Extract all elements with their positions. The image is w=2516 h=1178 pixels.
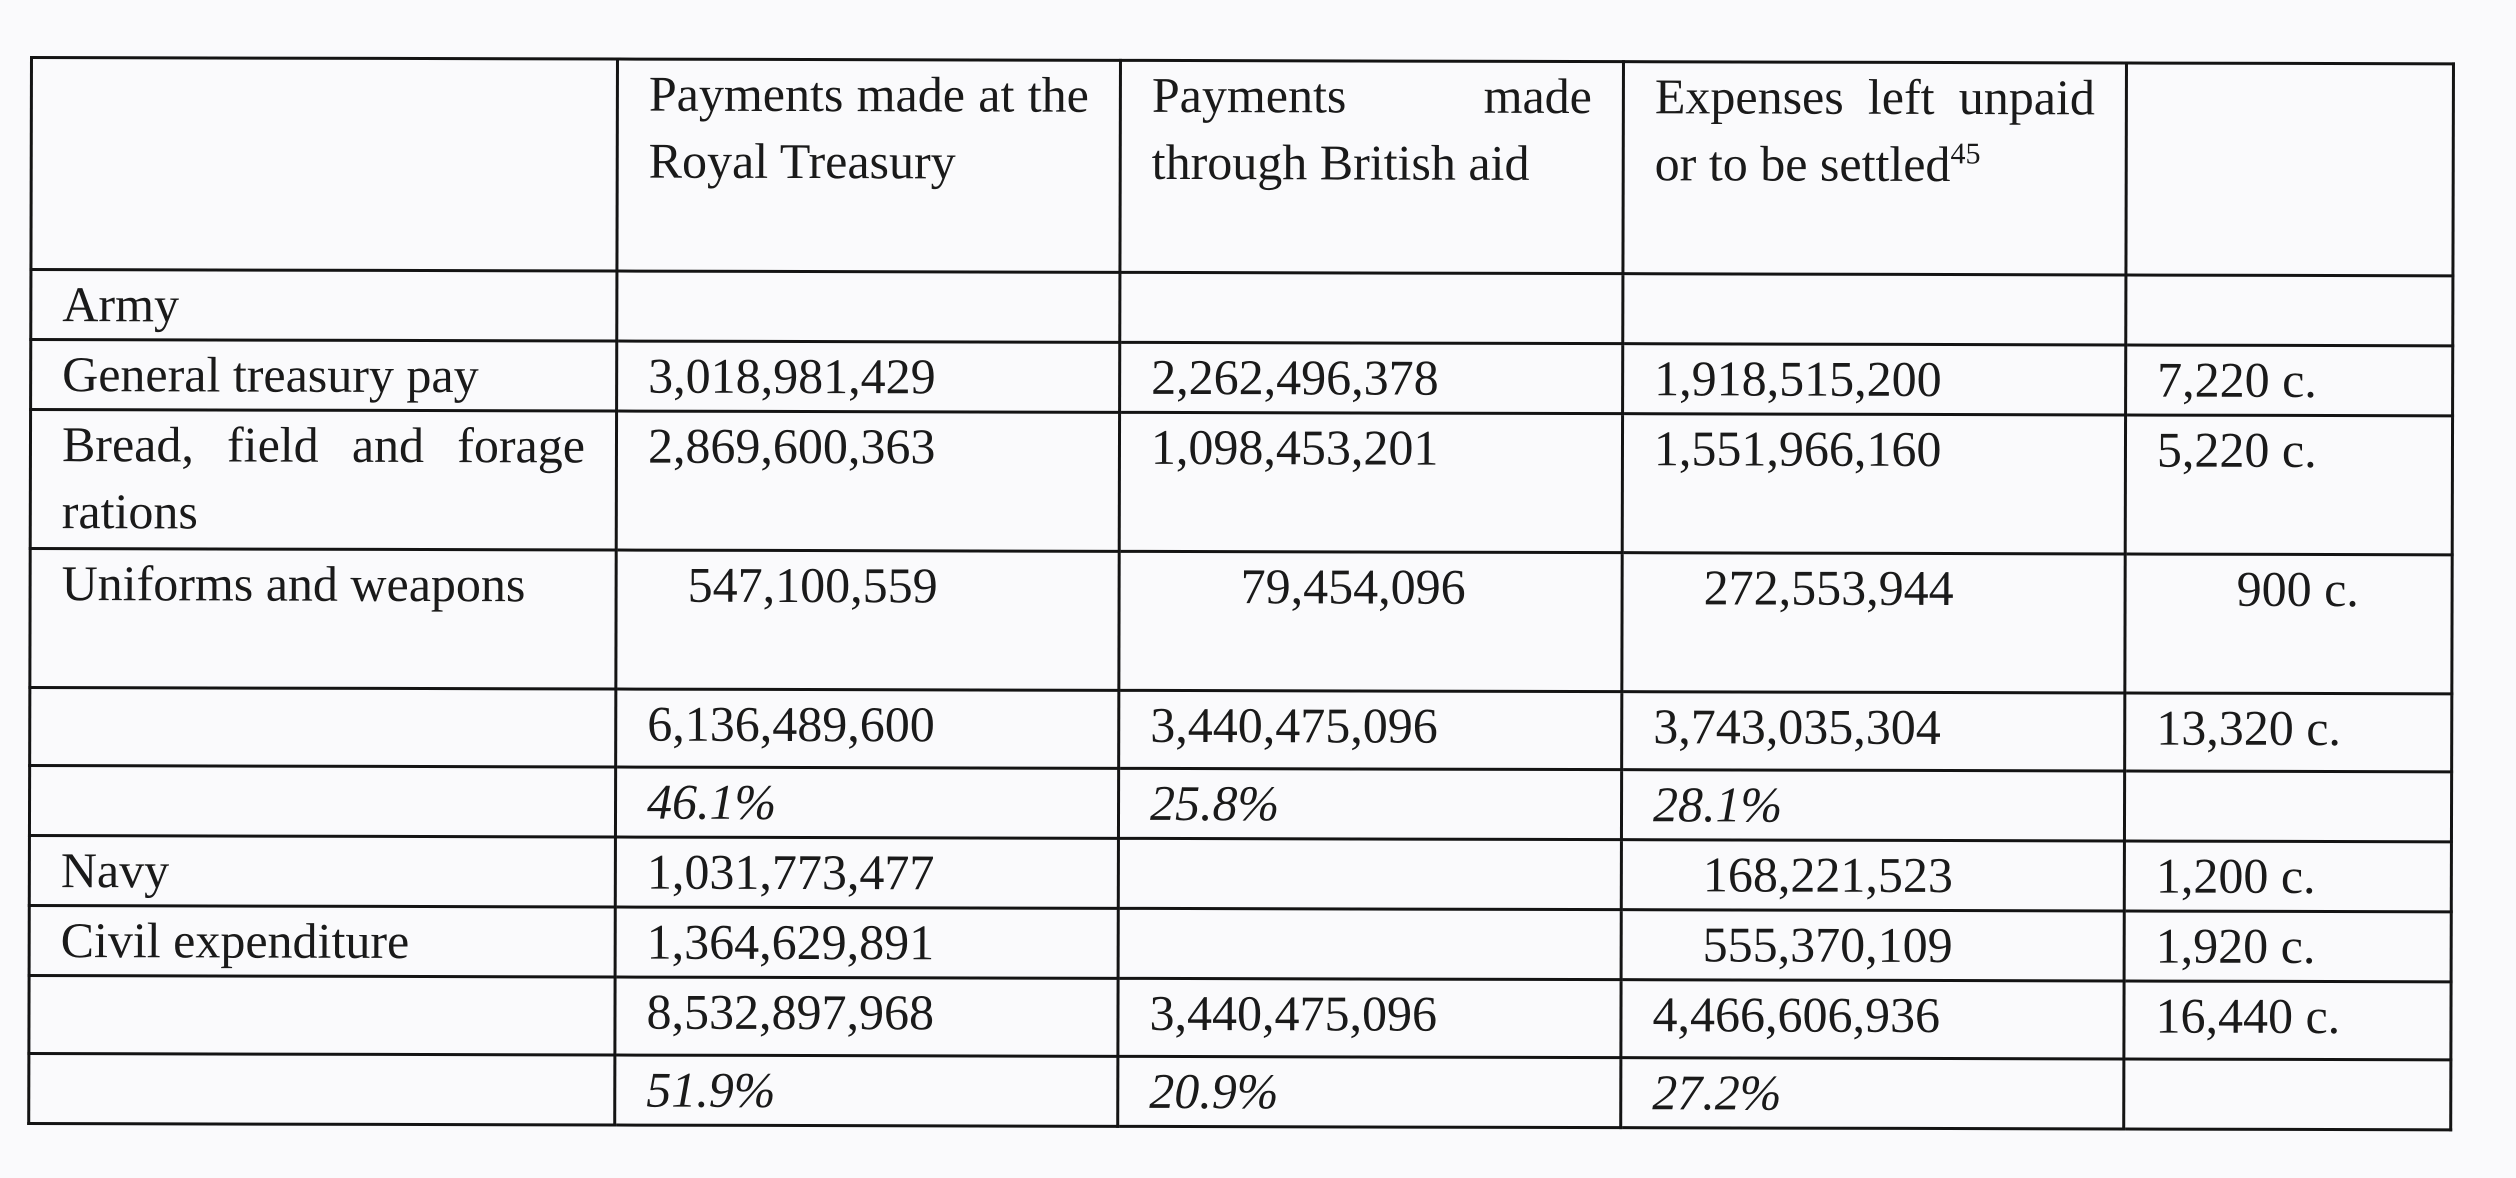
value-royal-treasury: 8,532,897,968	[614, 977, 1119, 1057]
table-row-grand-percent: 51.9% 20.9% 27.2%	[28, 1053, 2451, 1130]
header-row: Payments made at the Royal Treasury Paym…	[30, 57, 2454, 276]
value-british-aid	[1118, 908, 1622, 980]
table-row: Army	[30, 269, 2453, 346]
value-expenses-unpaid: 168,221,523	[1621, 839, 2125, 911]
percent-expenses-unpaid: 28.1%	[1621, 769, 2125, 841]
table-row-army-total: 6,136,489,600 3,440,475,096 3,743,035,30…	[29, 687, 2452, 772]
value-expenses-unpaid: 1,551,966,160	[1622, 413, 2126, 554]
table-row: Uniforms and weapons 547,100,559 79,454,…	[29, 548, 2453, 694]
value-expenses-unpaid: 3,743,035,304	[1621, 691, 2125, 771]
table-row-army-percent: 46.1% 25.8% 28.1%	[29, 765, 2452, 842]
row-label-uniforms-weapons: Uniforms and weapons	[29, 548, 617, 690]
value-expenses-unpaid: 555,370,109	[1621, 909, 2125, 981]
value-expenses-unpaid: 1,918,515,200	[1622, 343, 2126, 415]
table-cell	[2123, 1058, 2451, 1130]
table-cell	[2124, 770, 2452, 842]
table-cell	[29, 687, 616, 768]
header-expenses-unpaid: Expenses left unpaid or to be settled45	[1622, 61, 2127, 275]
value-cases: 13,320 c.	[2124, 692, 2452, 772]
header-expenses-unpaid-text: Expenses left unpaid or to be settled	[1654, 68, 2095, 193]
value-british-aid: 79,454,096	[1118, 551, 1623, 692]
value-cases: 7,220 c.	[2125, 344, 2453, 416]
table-cell	[1622, 273, 2126, 345]
value-cases: 16,440 c.	[2123, 980, 2452, 1060]
row-label-general-treasury-pay: General treasury pay	[30, 339, 617, 412]
value-british-aid: 3,440,475,096	[1117, 978, 1622, 1058]
percent-british-aid: 25.8%	[1118, 768, 1622, 840]
table-row: Bread, field and forage rations 2,869,60…	[30, 409, 2453, 555]
percent-royal-treasury: 51.9%	[614, 1055, 1118, 1127]
table-cell	[28, 1053, 615, 1126]
value-royal-treasury: 1,364,629,891	[615, 907, 1119, 979]
table-row-grand-total: 8,532,897,968 3,440,475,096 4,466,606,93…	[28, 975, 2452, 1060]
value-expenses-unpaid: 4,466,606,936	[1620, 979, 2125, 1059]
row-label-bread-rations: Bread, field and forage rations	[30, 409, 617, 551]
value-royal-treasury: 6,136,489,600	[615, 689, 1119, 769]
table-row: General treasury pay 3,018,981,429 2,262…	[30, 339, 2453, 416]
value-british-aid: 2,262,496,378	[1119, 342, 1623, 414]
value-royal-treasury: 3,018,981,429	[616, 341, 1120, 413]
table-cell	[616, 271, 1120, 343]
value-british-aid	[1118, 838, 1622, 910]
table-row: Civil expenditure 1,364,629,891 555,370,…	[29, 905, 2452, 982]
value-royal-treasury: 2,869,600,363	[616, 411, 1120, 552]
table-row: Navy 1,031,773,477 168,221,523 1,200 c.	[29, 835, 2452, 912]
header-cell-blank	[30, 57, 618, 272]
percent-british-aid: 20.9%	[1117, 1056, 1621, 1128]
value-cases: 1,920 c.	[2124, 910, 2452, 982]
percent-royal-treasury: 46.1%	[615, 767, 1119, 839]
value-british-aid: 1,098,453,201	[1119, 412, 1623, 553]
header-royal-treasury: Payments made at the Royal Treasury	[616, 59, 1121, 273]
expenditure-table: Payments made at the Royal Treasury Paym…	[27, 56, 2455, 1131]
value-royal-treasury: 1,031,773,477	[615, 837, 1119, 909]
table-cell	[29, 765, 616, 838]
row-label-navy: Navy	[29, 835, 616, 908]
header-cell-cases	[2125, 62, 2454, 276]
value-royal-treasury: 547,100,559	[615, 550, 1120, 691]
row-label-civil-expenditure: Civil expenditure	[29, 905, 616, 978]
value-british-aid: 3,440,475,096	[1118, 690, 1622, 770]
value-cases: 900 c.	[2124, 553, 2453, 694]
value-expenses-unpaid: 272,553,944	[1621, 552, 2126, 693]
row-label-army: Army	[30, 269, 617, 342]
value-cases: 1,200 c.	[2124, 840, 2452, 912]
percent-expenses-unpaid: 27.2%	[1620, 1057, 2124, 1129]
table-cell	[2125, 274, 2453, 346]
header-british-aid: Payments made through British aid	[1119, 60, 1624, 274]
table-cell	[1119, 272, 1623, 344]
value-cases: 5,220 c.	[2125, 414, 2453, 555]
footnote-reference: 45	[1950, 137, 1981, 171]
table-cell	[28, 975, 616, 1056]
